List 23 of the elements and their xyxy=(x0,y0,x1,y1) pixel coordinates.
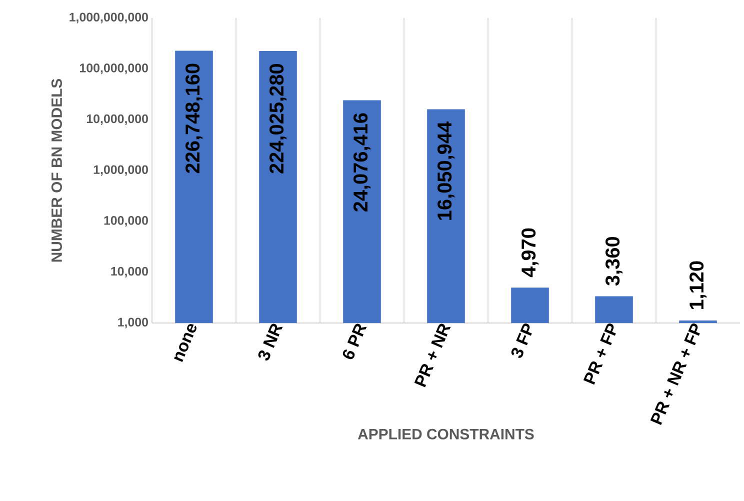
y-tick-label: 1,000 xyxy=(118,318,148,328)
y-tick-label: 10,000 xyxy=(111,266,148,278)
x-tick-label: 3 FP xyxy=(511,323,532,358)
x-axis-title: APPLIED CONSTRAINTS xyxy=(358,428,534,440)
y-tick-label: 100,000 xyxy=(104,216,148,227)
x-tick-label: PR + NR + FP xyxy=(650,323,700,425)
x-tick-label: 6 PR xyxy=(342,324,367,360)
data-label: 224,025,280 xyxy=(270,64,286,174)
y-tick-label: 10,000,000 xyxy=(86,114,148,125)
x-tick-label: none xyxy=(174,324,196,362)
y-axis-title: NUMBER OF BN MODELS xyxy=(51,78,62,262)
data-label: 4,970 xyxy=(522,228,538,278)
x-tick-label: PR + NR xyxy=(414,324,451,388)
data-label: 24,076,416 xyxy=(354,113,370,212)
y-tick-label: 1,000,000,000 xyxy=(70,12,148,24)
y-tick-label: 1,000,000 xyxy=(94,165,148,176)
x-tick-label: 3 NR xyxy=(258,324,283,360)
data-label: 226,748,160 xyxy=(186,64,202,174)
data-label: 1,120 xyxy=(690,261,706,310)
x-tick-label: PR + FP xyxy=(583,323,616,385)
y-tick-label: 100,000,000 xyxy=(80,64,148,74)
data-label: 16,050,944 xyxy=(438,122,454,220)
data-label: 3,360 xyxy=(606,237,622,286)
